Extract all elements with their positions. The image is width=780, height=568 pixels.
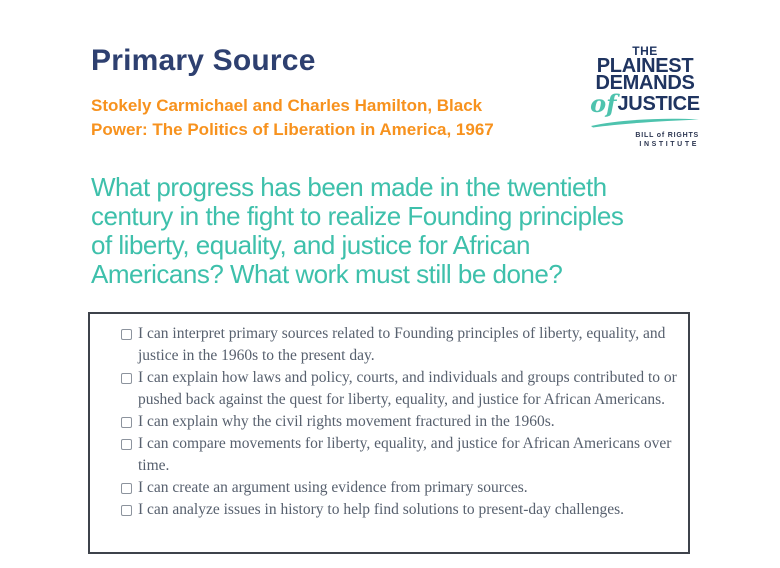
checklist-item: I can explain how laws and policy, court… (121, 367, 678, 411)
checkbox[interactable] (121, 439, 132, 450)
checkbox[interactable] (121, 417, 132, 428)
checklist-item-label: I can compare movements for liberty, equ… (138, 435, 672, 474)
checkbox[interactable] (121, 373, 132, 384)
page-title: Primary Source (91, 44, 316, 77)
logo-of-script-text: of (590, 89, 617, 118)
checklist-item: I can create an argument using evidence … (121, 477, 678, 499)
checkbox[interactable] (121, 329, 132, 340)
logo-the-text: THE (632, 44, 658, 58)
citation-line-1: Stokely Carmichael and Charles Hamilton,… (91, 96, 483, 115)
checklist-item: I can explain why the civil rights movem… (121, 411, 678, 433)
logo-demands-text: DEMANDS (595, 72, 695, 94)
source-citation: Stokely Carmichael and Charles Hamilton,… (91, 94, 494, 142)
checklist-item-label: I can analyze issues in history to help … (138, 501, 624, 518)
compelling-question: What progress has been made in the twent… (91, 172, 624, 289)
checklist-item: I can compare movements for liberty, equ… (121, 433, 678, 477)
checklist-item: I can analyze issues in history to help … (121, 499, 678, 521)
swoosh-underline-icon (591, 118, 699, 128)
plainest-demands-of-justice-logo: THE PLAINEST DEMANDS of JUSTICE BILL of … (586, 45, 704, 149)
logo-plainest-text: PLAINEST (596, 55, 694, 77)
citation-line-2: Power: The Politics of Liberation in Ame… (91, 120, 494, 139)
objectives-checklist: I can interpret primary sources related … (121, 323, 678, 521)
checklist-item-label: I can explain why the civil rights movem… (138, 413, 555, 430)
checklist-item: I can interpret primary sources related … (121, 323, 678, 367)
question-line-1: What progress has been made in the twent… (91, 172, 607, 202)
checkbox[interactable] (121, 505, 132, 516)
org-line-2: INSTITUTE (639, 141, 699, 148)
bill-of-rights-institute-wordmark: BILL of RIGHTS INSTITUTE (586, 131, 704, 149)
org-line-1: BILL of RIGHTS (635, 132, 699, 139)
checkbox[interactable] (121, 483, 132, 494)
checklist-item-label: I can interpret primary sources related … (138, 325, 666, 364)
learning-objectives-box: I can interpret primary sources related … (88, 312, 690, 554)
question-line-3: of liberty, equality, and justice for Af… (91, 230, 531, 260)
logo-justice-row: of JUSTICE (586, 89, 704, 118)
logo-justice-text: JUSTICE (617, 93, 700, 115)
question-line-2: century in the fight to realize Founding… (91, 201, 624, 231)
checklist-item-label: I can explain how laws and policy, court… (138, 369, 677, 408)
question-line-4: Americans? What work must still be done? (91, 259, 563, 289)
checklist-item-label: I can create an argument using evidence … (138, 479, 528, 496)
